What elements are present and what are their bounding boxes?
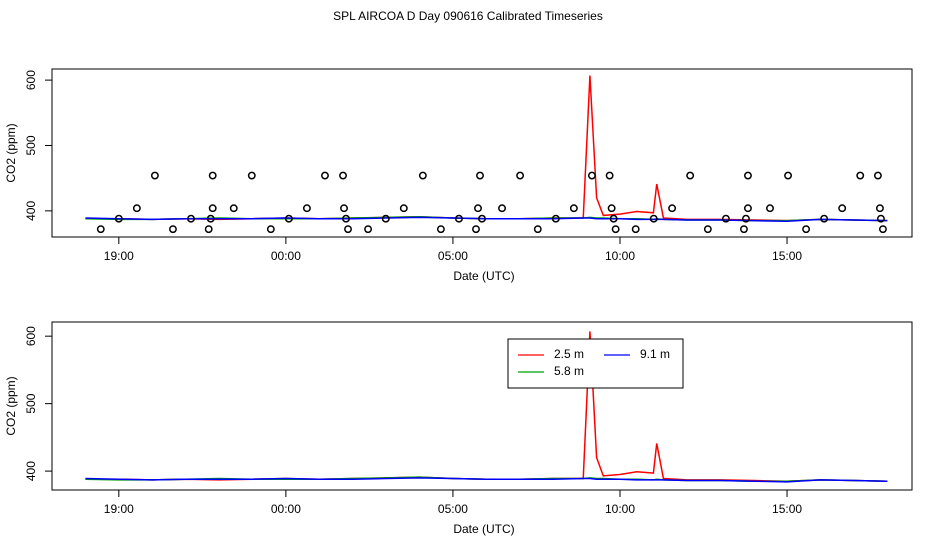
legend: 2.5 m 5.8 m 9.1 m [507, 338, 684, 389]
x-axis-label: Date (UTC) [453, 522, 514, 536]
y-tick-label: 600 [24, 70, 38, 90]
legend-box [507, 338, 684, 389]
calibration-point [339, 171, 347, 180]
calibration-point [668, 204, 677, 213]
series-line [85, 216, 888, 223]
calibration-point [302, 204, 311, 213]
calibration-point [321, 171, 329, 180]
calibration-point [247, 171, 256, 180]
calibration-point [168, 225, 177, 234]
calibration-point [587, 171, 596, 180]
calibration-point [744, 171, 752, 180]
calibration-point [607, 204, 616, 213]
calibration-point [686, 171, 695, 180]
x-tick-label: 05:00 [438, 502, 468, 516]
x-tick-label: 15:00 [772, 502, 802, 516]
x-tick-label: 10:00 [605, 249, 635, 263]
calibration-point [631, 225, 640, 234]
calibration-point [741, 214, 750, 223]
x-tick-label: 00:00 [271, 502, 301, 516]
calibration-point [703, 225, 712, 234]
calibration-point [856, 171, 865, 180]
calibration-point [204, 225, 213, 234]
calibration-point [569, 204, 578, 213]
calibration-point [206, 214, 215, 223]
calibration-point [611, 225, 620, 234]
y-tick-label: 400 [24, 461, 38, 481]
calibration-point [114, 214, 123, 223]
calibration-point [876, 214, 885, 223]
calibration-point [436, 225, 445, 234]
y-tick-label: 500 [24, 393, 38, 413]
calibration-point [476, 171, 484, 180]
calibration-point [649, 214, 658, 223]
calibration-point [208, 204, 217, 213]
calibration-point [472, 225, 480, 234]
x-tick-label: 10:00 [605, 502, 635, 516]
calibration-point [96, 225, 105, 234]
calibration-point [605, 171, 614, 180]
calibration-point [229, 204, 238, 213]
calibration-point [284, 214, 293, 223]
chart-title: SPL AIRCOA D Day 090616 Calibrated Times… [333, 9, 603, 23]
y-tick-label: 400 [24, 201, 38, 221]
x-tick-label: 19:00 [104, 249, 134, 263]
y-tick-label: 600 [24, 326, 38, 346]
x-tick-label: 19:00 [104, 502, 134, 516]
calibration-point [838, 204, 847, 213]
calibration-point [551, 214, 560, 223]
y-axis-label: CO2 (ppm) [4, 376, 18, 435]
calibration-point [478, 214, 486, 223]
calibration-point [784, 171, 792, 180]
plot-frame [51, 321, 913, 491]
calibration-point [266, 225, 275, 234]
y-tick-label: 500 [24, 135, 38, 155]
legend-label: 2.5 m [554, 347, 584, 361]
series-line [85, 477, 888, 483]
x-tick-label: 05:00 [438, 249, 468, 263]
calibration-point [187, 214, 195, 223]
calibration-point [381, 214, 390, 223]
legend-label: 9.1 m [640, 347, 670, 361]
x-tick-label: 00:00 [271, 249, 301, 263]
calibration-point [454, 214, 463, 223]
calibration-point [208, 171, 217, 180]
calibration-point [533, 225, 542, 234]
calibration-point [766, 204, 774, 213]
y-axis-label: CO2 (ppm) [4, 123, 18, 182]
calibration-point [150, 171, 159, 180]
calibration-point [609, 214, 618, 223]
plot-frame [51, 68, 913, 238]
calibration-point [744, 204, 752, 213]
calibration-point [498, 204, 506, 213]
x-axis-label: Date (UTC) [453, 269, 514, 283]
calibration-point [878, 225, 887, 234]
calibration-point [342, 214, 350, 223]
legend-label: 5.8 m [554, 364, 584, 378]
calibration-point [721, 214, 730, 223]
calibration-point [474, 204, 482, 213]
calibration-point [340, 204, 348, 213]
calibration-point [516, 171, 525, 180]
calibration-point [873, 171, 882, 180]
calibration-point [802, 225, 811, 234]
calibration-point [739, 225, 748, 234]
calibration-point [820, 214, 829, 223]
calibration-point [399, 204, 408, 213]
calibration-point [364, 225, 373, 234]
calibration-point [344, 225, 352, 234]
calibration-point [132, 204, 141, 213]
calibration-point [875, 204, 884, 213]
calibration-point [418, 171, 427, 180]
x-tick-label: 15:00 [772, 249, 802, 263]
